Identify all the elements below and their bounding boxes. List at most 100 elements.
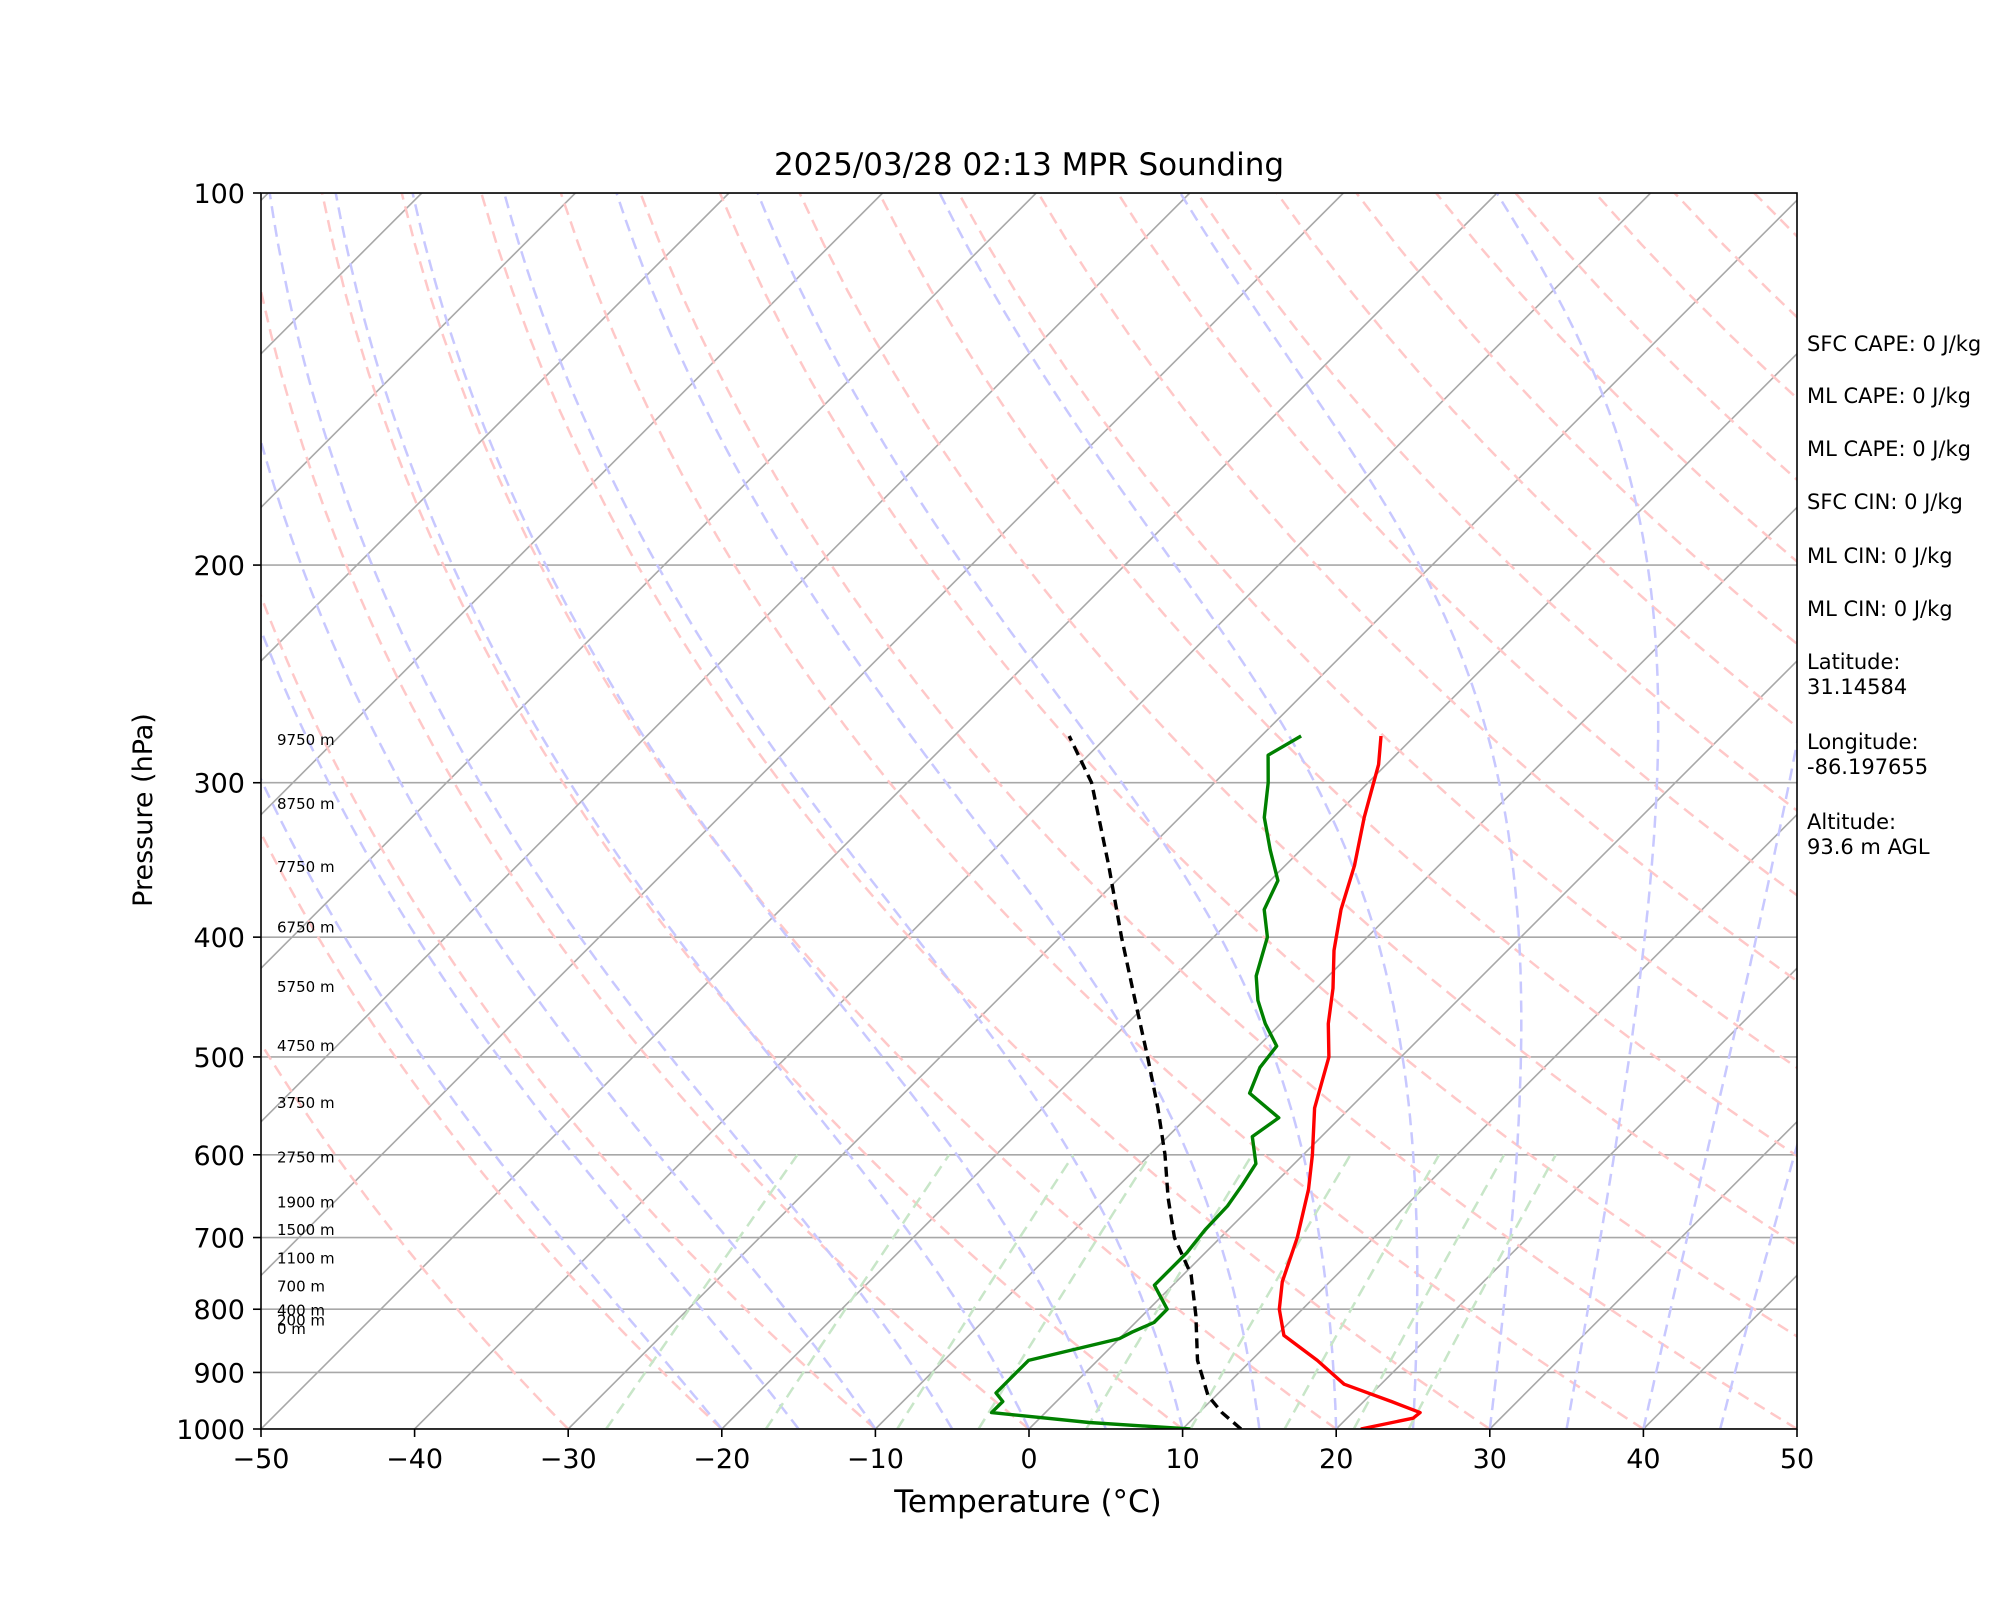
height-label: 5750 m — [277, 978, 335, 996]
dry-adiabat-line — [261, 285, 1030, 1429]
dry-adiabat-line — [559, 193, 1645, 1429]
dry-adiabat-line — [718, 193, 1797, 1338]
x-tick-label: 10 — [1165, 1444, 1199, 1475]
x-tick-label: −20 — [693, 1444, 750, 1475]
height-label: 8750 m — [277, 795, 335, 813]
mixing-ratio-line — [1189, 1154, 1352, 1429]
y-tick-label: 500 — [193, 1043, 245, 1074]
dry-adiabat-line — [798, 193, 1797, 1247]
moist-adiabat-line — [502, 193, 1184, 1429]
x-tick-label: −10 — [847, 1444, 904, 1475]
isotherm-line — [1951, 193, 2000, 1429]
dry-adiabat-line — [261, 1041, 570, 1429]
isotherm-line — [874, 506, 1797, 1429]
dry-adiabat-line — [957, 193, 1797, 1070]
dry-adiabat-line — [400, 193, 1337, 1429]
height-label: 0 m — [277, 1320, 306, 1338]
isotherm-line — [1028, 659, 1797, 1429]
height-label: 2750 m — [277, 1148, 335, 1166]
dry-adiabat-line — [877, 193, 1797, 1158]
isotherm-line — [261, 193, 1498, 1429]
isotherm-line — [721, 352, 1797, 1429]
dry-adiabat-line — [1037, 193, 1797, 983]
stat-line: ML CIN: 0 J/kg — [1807, 597, 1953, 621]
height-label: 3750 m — [277, 1094, 335, 1112]
y-tick-label: 100 — [193, 179, 245, 210]
moist-adiabat-line — [938, 193, 1419, 1429]
stat-line: SFC CIN: 0 J/kg — [1807, 490, 1963, 514]
x-tick-label: −50 — [233, 1444, 290, 1475]
parcel-profile-line — [1067, 735, 1243, 1429]
plot-frame — [260, 192, 1798, 1430]
y-tick-label: 900 — [193, 1358, 245, 1389]
y-tick-label: 200 — [193, 551, 245, 582]
stat-line: Longitude: -86.197655 — [1807, 730, 1929, 779]
y-tick-label: 300 — [193, 769, 245, 800]
isotherm-line — [1489, 1120, 1797, 1429]
isotherm-line — [1182, 813, 1797, 1429]
moist-adiabat-line — [268, 193, 954, 1429]
stat-line: ML CAPE: 0 J/kg — [1807, 437, 1972, 461]
x-axis-label: Temperature (°C) — [893, 1484, 1162, 1520]
height-label: 1100 m — [277, 1250, 335, 1268]
stat-line: SFC CAPE: 0 J/kg — [1807, 332, 1982, 356]
mixing-ratio-line — [1283, 1154, 1441, 1429]
x-tick-label: 20 — [1319, 1444, 1353, 1475]
height-label: 4750 m — [277, 1037, 335, 1055]
mixing-ratio-line — [764, 1154, 951, 1429]
moist-adiabat-line — [1179, 193, 1523, 1429]
height-label: 7750 m — [277, 858, 335, 876]
isotherm-line — [414, 193, 1652, 1429]
dry-adiabat-line — [320, 193, 1184, 1429]
isotherm-line — [261, 193, 1344, 1277]
height-label: 1900 m — [277, 1194, 335, 1212]
mixing-ratio-line — [1352, 1154, 1506, 1429]
mixing-ratio-line — [896, 1154, 1075, 1429]
moist-adiabat-line — [1495, 193, 1660, 1429]
x-tick-label: 50 — [1780, 1444, 1814, 1475]
dry-adiabat-line — [480, 193, 1491, 1429]
height-label: 400 m — [277, 1302, 325, 1320]
moist-adiabat-line — [615, 193, 1261, 1429]
isotherm-line — [261, 193, 730, 663]
height-label: 6750 m — [277, 919, 335, 937]
chart-title: 2025/03/28 02:13 MPR Sounding — [774, 147, 1284, 183]
isotherm-line — [0, 193, 115, 1429]
isotherm-line — [261, 193, 576, 509]
y-tick-label: 1000 — [176, 1415, 245, 1446]
x-tick-label: −30 — [540, 1444, 597, 1475]
moist-adiabat-line — [261, 626, 800, 1429]
mixing-ratio-line — [1407, 1154, 1557, 1429]
stat-line: ML CAPE: 0 J/kg — [1807, 384, 1972, 408]
height-label: 700 m — [277, 1278, 325, 1296]
mixing-ratio-line — [605, 1154, 799, 1429]
dewpoint-profile-line — [989, 734, 1302, 1429]
temperature-profile-line — [1277, 735, 1422, 1429]
isotherm-line — [261, 193, 1037, 970]
y-tick-label: 400 — [193, 923, 245, 954]
moist-adiabat-line — [261, 437, 877, 1429]
y-tick-label: 700 — [193, 1224, 245, 1255]
x-tick-label: −40 — [386, 1444, 443, 1475]
x-tick-label: 0 — [1020, 1444, 1037, 1475]
y-tick-label: 600 — [193, 1141, 245, 1172]
x-tick-label: 40 — [1626, 1444, 1660, 1475]
y-tick-label: 800 — [193, 1295, 245, 1326]
isotherm-line — [261, 193, 884, 816]
mixing-ratio-line — [1085, 1154, 1254, 1429]
moist-adiabat-line — [411, 193, 1107, 1429]
stat-line: Altitude: 93.6 m AGL — [1807, 810, 1930, 859]
moist-adiabat-line — [334, 193, 1031, 1429]
isotherm-line — [567, 199, 1797, 1429]
dry-adiabat-line — [261, 592, 877, 1429]
isotherm-line — [1335, 967, 1797, 1429]
stat-line: Latitude: 31.14584 — [1807, 650, 1908, 699]
x-tick-label: 30 — [1473, 1444, 1507, 1475]
stat-line: ML CIN: 0 J/kg — [1807, 544, 1953, 568]
dry-adiabat-line — [1275, 193, 1797, 729]
moist-adiabat-line — [756, 193, 1338, 1429]
isotherm-line — [261, 193, 1191, 1123]
height-label: 200 m — [277, 1312, 325, 1330]
